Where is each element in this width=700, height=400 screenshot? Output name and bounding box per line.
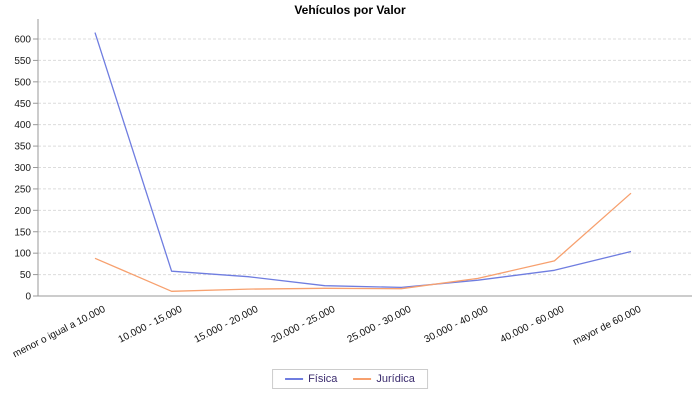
legend-swatch-juridica [353, 378, 372, 380]
legend-label: Física [308, 373, 338, 385]
legend-item-fisica: Física [285, 373, 337, 385]
y-tick-label: 100 [14, 249, 31, 260]
y-tick-label: 450 [14, 99, 31, 110]
legend-label: Jurídica [376, 373, 415, 385]
y-tick-label: 400 [14, 120, 31, 131]
y-tick-label: 550 [14, 56, 31, 67]
y-tick-label: 350 [14, 142, 31, 153]
series-line-fisica [94, 32, 632, 289]
y-tick-label: 50 [20, 270, 32, 281]
y-tick-label: 500 [14, 77, 31, 88]
legend: Física Jurídica [272, 369, 428, 389]
y-tick-label: 200 [14, 206, 31, 217]
legend-swatch-fisica [285, 378, 304, 380]
chart-title: Vehículos por Valor [294, 3, 406, 17]
series-line-juridica [94, 192, 632, 292]
y-tick-label: 0 [25, 292, 31, 303]
y-tick-label: 250 [14, 184, 31, 195]
y-tick-label: 150 [14, 227, 31, 238]
y-tick-label: 600 [14, 35, 31, 46]
y-tick-label: 300 [14, 163, 31, 174]
legend-item-juridica: Jurídica [353, 373, 415, 385]
